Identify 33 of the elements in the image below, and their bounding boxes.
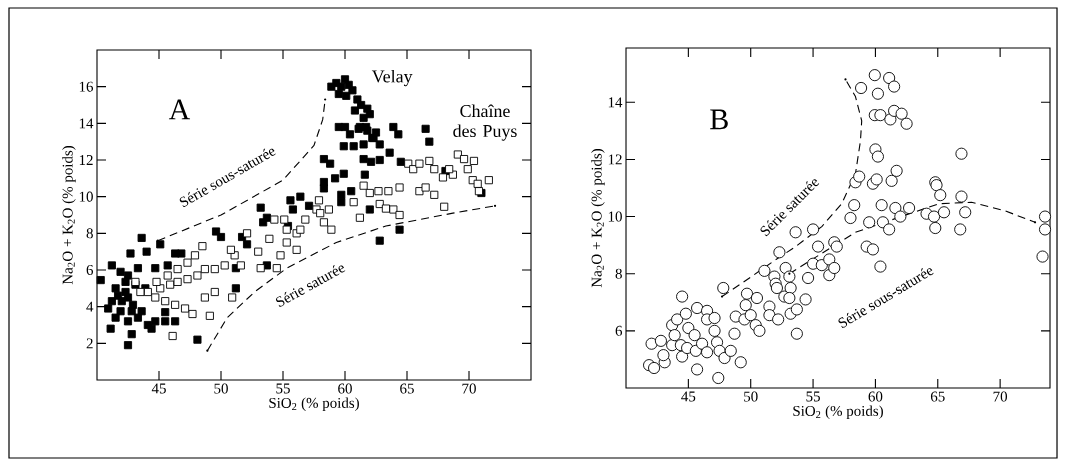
y-tick-label: 8: [615, 268, 622, 279]
y-tick-label: 16: [79, 81, 94, 92]
x-tick-label: 70: [993, 391, 1008, 402]
y-tick-label: 6: [86, 264, 94, 276]
x-tick-label: 70: [462, 383, 476, 394]
x-tick-label: 65: [930, 391, 945, 402]
annotation: B: [710, 109, 728, 130]
x-tick-label: 65: [400, 383, 414, 394]
y-tick-label: 2: [86, 338, 93, 349]
x-tick-label: 50: [744, 391, 758, 402]
y-axis-title: Na$_{2}$O + K$_{2}$O (% poids): [62, 145, 76, 285]
y-tick-label: 10: [608, 211, 622, 222]
annotation: A: [168, 99, 191, 120]
x-tick-label: 60: [868, 391, 883, 402]
y-tick-label: 4: [86, 301, 94, 312]
y-tick-label: 6: [615, 325, 623, 336]
y-tick-label: 14: [608, 97, 623, 108]
y-tick-label: 12: [608, 154, 622, 165]
x-tick-label: 45: [151, 383, 166, 394]
y-tick-label: 10: [79, 191, 93, 202]
y-tick-label: 14: [79, 118, 94, 129]
x-axis-title: SiO$_{2}$ (% poids): [793, 405, 883, 419]
annotation: Velay: [371, 69, 413, 87]
annotation: Chaîne des Puys: [453, 104, 517, 141]
y-tick-label: 12: [79, 155, 93, 165]
x-axis-title: SiO$_{2}$ (% poids): [269, 397, 359, 411]
x-tick-label: 60: [338, 383, 352, 394]
y-tick-label: 8: [86, 228, 93, 239]
x-tick-label: 55: [276, 383, 290, 394]
x-tick-label: 50: [214, 383, 228, 394]
x-tick-label: 55: [806, 391, 820, 402]
y-axis-title: Na$_{2}$O + K$_{2}$O (% poids): [591, 148, 605, 288]
x-tick-label: 45: [681, 391, 696, 402]
